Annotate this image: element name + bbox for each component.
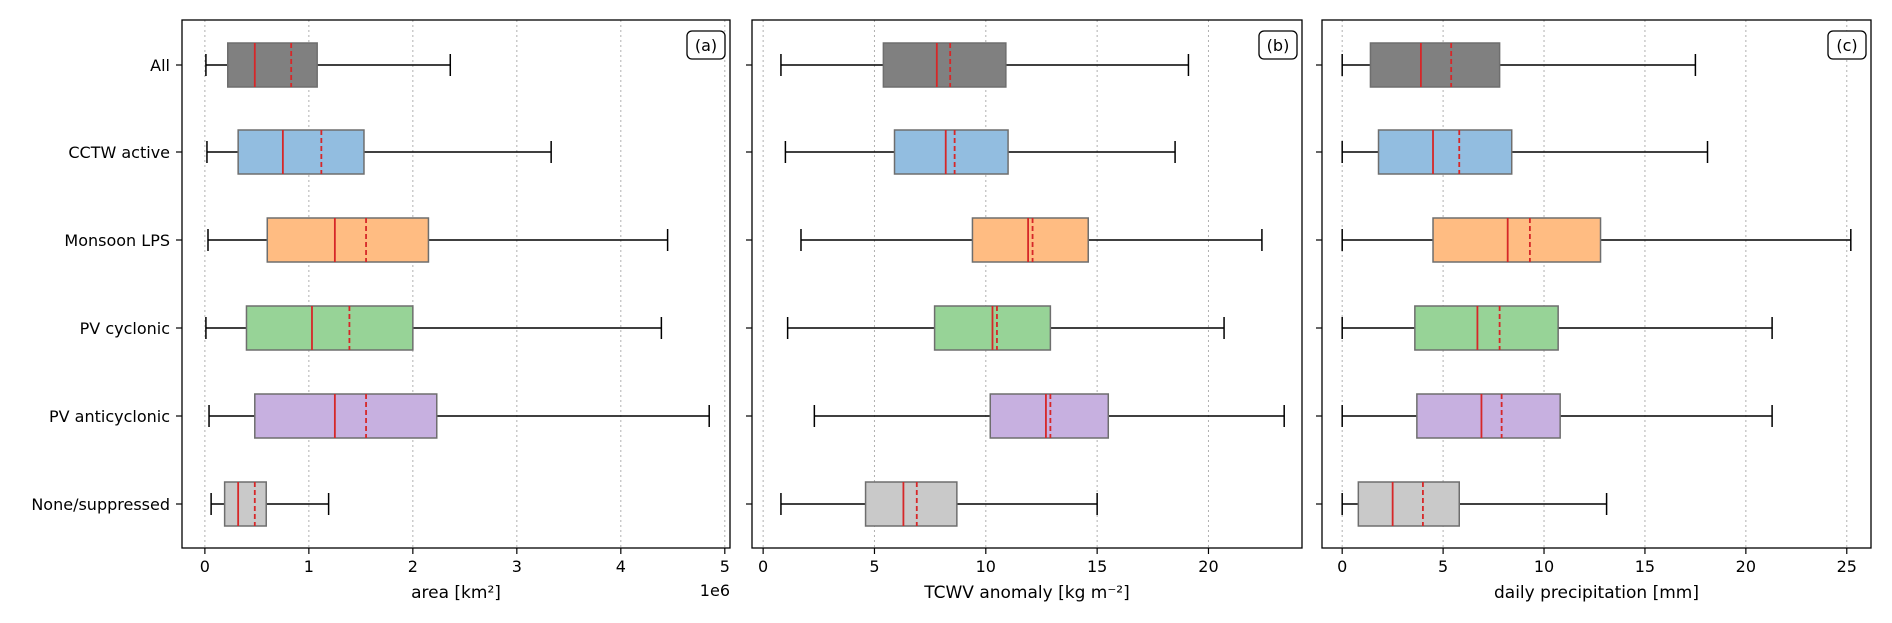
box-all (780, 42, 1190, 88)
x-tick-label: 25 (1837, 557, 1857, 576)
box-iqr (1357, 481, 1461, 527)
box-all (1341, 42, 1697, 88)
box-pv-anticyclonic (813, 393, 1285, 439)
panel-label-box (1827, 30, 1867, 60)
box-pv-cyclonic (786, 305, 1225, 351)
x-tick-label: 20 (1198, 557, 1218, 576)
panel-label-box (686, 30, 726, 60)
x-tick-label: 5 (869, 557, 879, 576)
x-tick-label: 5 (1438, 557, 1448, 576)
box-cctw-active (1341, 129, 1709, 175)
box-iqr (227, 42, 318, 88)
box-monsoon-lps (207, 217, 669, 263)
y-tick-label: Monsoon LPS (64, 231, 170, 250)
y-tick-label: PV cyclonic (80, 319, 170, 338)
box-cctw-active (206, 129, 552, 175)
y-tick-label: CCTW active (68, 143, 170, 162)
box-iqr (882, 42, 1007, 88)
box-pv-anticyclonic (1341, 393, 1773, 439)
x-axis-label: daily precipitation [mm] (1494, 583, 1699, 603)
box-monsoon-lps (1341, 217, 1852, 263)
y-tick-label: PV anticyclonic (49, 407, 170, 426)
x-tick-label: 5 (720, 557, 730, 576)
box-iqr (989, 393, 1110, 439)
panel-b: 0 5 10 15 20 TCWV anomaly [kg m⁻²] (b) (746, 19, 1303, 603)
panel-a: 0 1 2 3 4 5 area [km²] 1e6 (a) All CCTW active Mons… (31, 19, 731, 603)
x-tick-label: 1 (304, 557, 314, 576)
x-tick-label: 10 (976, 557, 996, 576)
box-iqr (223, 481, 267, 527)
panel-label: (a) (695, 36, 717, 55)
axes-frame (751, 19, 1303, 549)
x-tick-label: 20 (1736, 557, 1756, 576)
x-tick-label: 10 (1534, 557, 1554, 576)
box-iqr (1414, 305, 1559, 351)
x-tick-label: 15 (1635, 557, 1655, 576)
box-iqr (1369, 42, 1501, 88)
x-tick-label: 2 (408, 557, 418, 576)
box-iqr (254, 393, 438, 439)
box-none-suppressed (780, 481, 1098, 527)
x-tick-label: 3 (512, 557, 522, 576)
x-tick-label: 15 (1087, 557, 1107, 576)
panel-label: (b) (1267, 36, 1290, 55)
box-none-suppressed (210, 481, 330, 527)
x-tick-label: 0 (758, 557, 768, 576)
box-all (205, 42, 452, 88)
x-tick-label: 0 (1337, 557, 1347, 576)
box-iqr (266, 217, 430, 263)
box-cctw-active (784, 129, 1176, 175)
box-iqr (1416, 393, 1561, 439)
x-axis-label: area [km²] (411, 583, 501, 603)
y-tick-label: None/suppressed (31, 495, 170, 514)
box-pv-anticyclonic (208, 393, 710, 439)
box-monsoon-lps (800, 217, 1263, 263)
box-iqr (1377, 129, 1513, 175)
panel-c: 0 5 10 15 20 25 daily precipitation [mm] (c) (1316, 19, 1872, 603)
x-tick-label: 4 (616, 557, 626, 576)
box-iqr (245, 305, 414, 351)
x-axis-label: TCWV anomaly [kg m⁻²] (923, 583, 1130, 603)
axes-frame (1321, 19, 1872, 549)
box-iqr (893, 129, 1009, 175)
panel-label-box (1258, 30, 1298, 60)
box-none-suppressed (1341, 481, 1608, 527)
axes-frame (181, 19, 731, 549)
box-iqr (971, 217, 1089, 263)
box-iqr (1432, 217, 1602, 263)
box-pv-cyclonic (1341, 305, 1773, 351)
y-tick-label: All (150, 56, 170, 75)
box-iqr (864, 481, 958, 527)
x-tick-label: 0 (200, 557, 210, 576)
panel-label: (c) (1836, 36, 1857, 55)
offset-text: 1e6 (700, 581, 730, 600)
panels-container: 0 1 2 3 4 5 area [km²] 1e6 (a) All CCTW active Mons… (31, 19, 1872, 603)
box-iqr (237, 129, 365, 175)
box-pv-cyclonic (205, 305, 663, 351)
